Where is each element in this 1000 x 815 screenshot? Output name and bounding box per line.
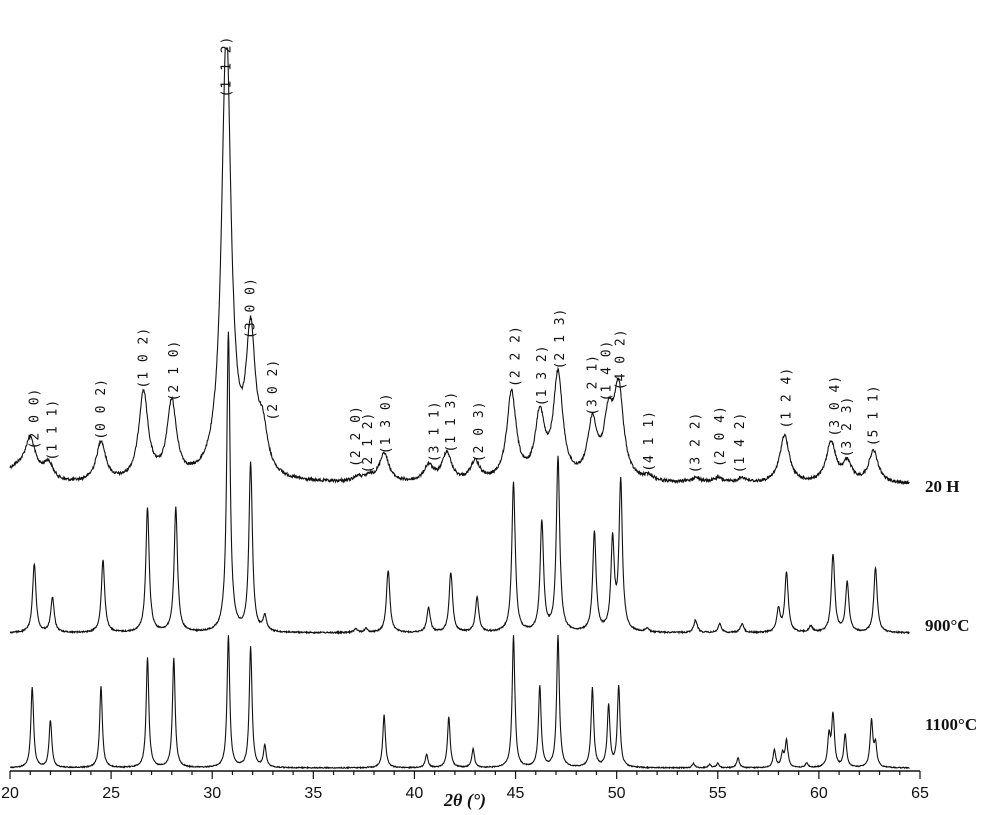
- hkl-label: (5 1 1): [866, 384, 881, 446]
- hkl-label: (2 0 4): [713, 405, 728, 467]
- series-label-2: 900°C: [925, 616, 970, 635]
- x-tick-label: 40: [406, 785, 424, 802]
- x-tick-label: 55: [709, 785, 727, 802]
- hkl-label: (4 0 2): [614, 328, 629, 390]
- hkl-label: (1 1 1): [45, 399, 60, 461]
- hkl-label: (1 3 0): [379, 392, 394, 454]
- hkl-label: (1 1 3): [444, 391, 459, 453]
- hkl-label: (3 0 4): [828, 375, 843, 437]
- series-line-1: [9, 47, 910, 486]
- x-tick-label: 30: [203, 785, 221, 802]
- series-label-1: 20 H: [925, 477, 959, 496]
- hkl-label: (3 2 3): [840, 396, 855, 458]
- hkl-label: (2 0 3): [472, 400, 487, 462]
- series-line-2: [9, 331, 910, 635]
- hkl-label: (3 2 1): [585, 354, 600, 416]
- x-tick-label: 50: [608, 785, 626, 802]
- x-tick-label: 20: [1, 785, 19, 802]
- hkl-label: (0 0 2): [94, 378, 109, 440]
- hkl-label: (1 1 2): [219, 36, 234, 98]
- series-line-3: [9, 634, 910, 770]
- hkl-label: (2 2 2): [509, 325, 524, 387]
- hkl-label: (2 0 2): [266, 359, 281, 421]
- x-axis-title: 2θ (°): [443, 790, 486, 811]
- hkl-label: (3 0 0): [244, 277, 259, 339]
- hkl-label: (4 1 1): [642, 410, 657, 472]
- x-ticks: 20 25 30 35 40 45 50 55 60 65: [1, 771, 929, 802]
- hkl-label: (1 2 4): [780, 367, 795, 429]
- hkl-label: (1 3 2): [535, 344, 550, 406]
- hkl-label: (3 2 2): [689, 412, 704, 474]
- hkl-label: (2 0 0): [27, 388, 42, 450]
- hkl-label: (2 1 0): [167, 340, 182, 402]
- peak-annotations: (2 0 0) (1 1 1) (0 0 2) (1 0 2) (2 1 0) (1 1 …: [27, 36, 881, 474]
- hkl-label: (1 0 2): [136, 327, 151, 389]
- hkl-label: (2 2 0): [349, 405, 364, 467]
- series-label-3: 1100°C: [925, 715, 977, 734]
- x-tick-label: 25: [102, 785, 120, 802]
- series-labels: 20 H 900°C 1100°C: [925, 477, 977, 734]
- hkl-label: (2 1 3): [553, 308, 568, 370]
- x-tick-label: 60: [810, 785, 828, 802]
- hkl-label: (1 4 0): [600, 340, 615, 402]
- x-tick-label: 65: [911, 785, 929, 802]
- hkl-label: (3 1 1): [428, 400, 443, 462]
- x-tick-label: 45: [507, 785, 525, 802]
- x-tick-label: 35: [304, 785, 322, 802]
- hkl-label: (1 4 2): [733, 412, 748, 474]
- series-layer: [9, 47, 910, 770]
- hkl-label: (2 1 2): [361, 412, 376, 474]
